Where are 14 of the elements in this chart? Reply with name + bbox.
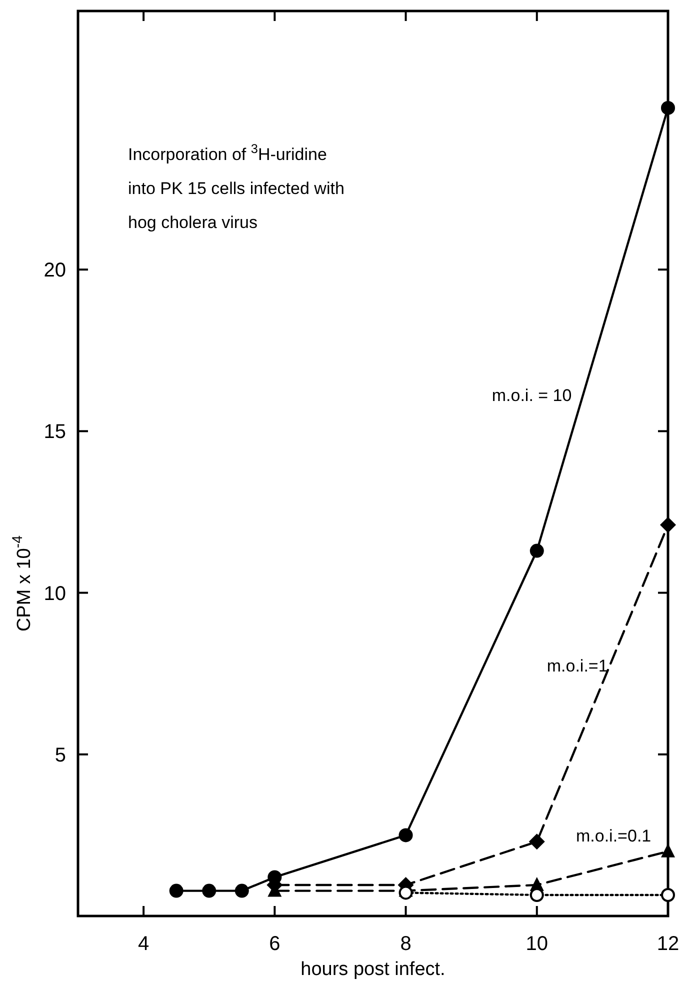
text: Incorporation of $^{3}$H-uridine into PK 15 cells infected with hog cholera virus (128, 140, 344, 232)
x-axis-title: hours post infect. (300, 959, 446, 980)
series-label: m.o.i.=1 (546, 656, 608, 676)
y-tick-label: 15 (44, 421, 66, 444)
series-label: m.o.i.=0.1 (576, 826, 652, 846)
x-tick-label: 6 (269, 933, 280, 955)
x-tick-label: 4 (138, 933, 150, 955)
y-tick-label: 5 (54, 744, 66, 766)
x-tick-label: 12 (656, 933, 680, 955)
x-tick-label: 8 (400, 933, 412, 955)
series-label: m.o.i. = 10 (492, 386, 572, 405)
y-tick-label: 10 (44, 582, 66, 605)
y-tick-label: 20 (44, 260, 66, 282)
x-tick-label: 10 (526, 933, 548, 955)
